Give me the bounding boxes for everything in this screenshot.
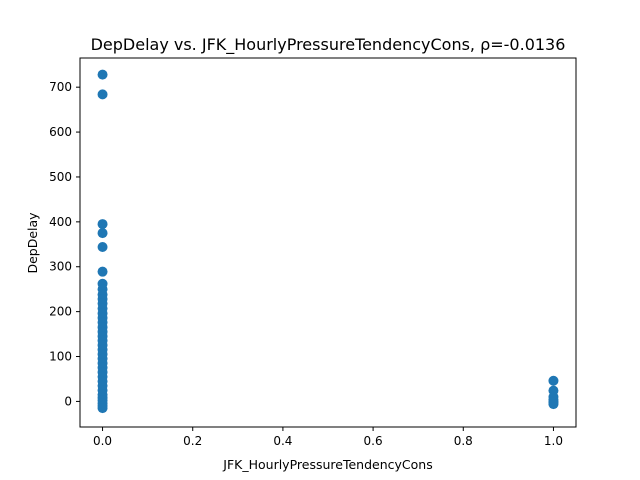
data-point bbox=[97, 241, 108, 252]
y-axis-label: DepDelay bbox=[25, 212, 40, 274]
data-point bbox=[97, 89, 108, 100]
x-tick-label: 0.2 bbox=[183, 434, 202, 448]
chart-title: DepDelay vs. JFK_HourlyPressureTendencyC… bbox=[91, 35, 566, 55]
x-tick-label: 0.0 bbox=[93, 434, 112, 448]
x-axis-label: JFK_HourlyPressureTendencyCons bbox=[222, 457, 432, 472]
data-point bbox=[548, 399, 559, 410]
y-tick-label: 100 bbox=[49, 350, 72, 364]
y-tick-label: 700 bbox=[49, 80, 72, 94]
y-tick-label: 200 bbox=[49, 305, 72, 319]
x-tick-label: 1.0 bbox=[544, 434, 563, 448]
data-points bbox=[97, 69, 559, 414]
data-point bbox=[97, 219, 108, 230]
data-point bbox=[97, 228, 108, 239]
data-point bbox=[97, 403, 108, 414]
y-axis-ticks: 0 100 200 300 400 500 600 700 bbox=[49, 80, 80, 408]
x-tick-label: 0.6 bbox=[364, 434, 383, 448]
plot-frame bbox=[79, 57, 577, 428]
y-tick-label: 600 bbox=[49, 125, 72, 139]
x-axis-ticks: 0.0 0.2 0.4 0.6 0.8 1.0 bbox=[93, 427, 563, 448]
y-tick-label: 400 bbox=[49, 215, 72, 229]
data-point bbox=[97, 266, 108, 277]
y-tick-label: 0 bbox=[64, 394, 72, 408]
y-tick-label: 300 bbox=[49, 260, 72, 274]
data-point bbox=[548, 375, 559, 386]
x-tick-label: 0.4 bbox=[273, 434, 292, 448]
x-tick-label: 0.8 bbox=[454, 434, 473, 448]
data-point bbox=[97, 69, 108, 80]
y-tick-label: 500 bbox=[49, 170, 72, 184]
